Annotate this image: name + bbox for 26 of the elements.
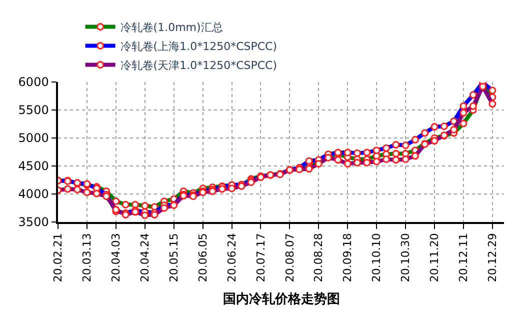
x-tick-label: 20.07.17 [254,233,268,282]
x-tick-label: 20.03.13 [80,233,94,282]
x-tick-label: 20.02.21 [52,233,65,282]
x-tick-label: 20.05.15 [167,233,180,282]
x-tick-label: 20.04.24 [138,233,152,282]
y-tick-label: 6000 [18,75,49,90]
x-tick-label: 20.08.07 [283,233,296,282]
x-tick-label: 20.06.24 [225,233,238,282]
y-tick-label: 3500 [18,215,49,230]
text: 国内冷轧价格走势图 [223,291,340,307]
x-tick-label: 20.09.18 [341,233,354,282]
x-tick-label: 20.10.30 [399,233,412,282]
x-tick-label: 20.06.05 [196,233,210,282]
legend-label: 冷轧卷(1.0mm)汇总 [120,20,223,34]
y-tick-label: 4000 [18,187,49,202]
legend-label: 冷轧卷(天津1.0*1250*CSPCC) [120,58,278,72]
x-tick-label: 20.10.10 [370,233,384,282]
x-tick-label: 20.12.29 [486,233,499,282]
legend-label: 冷轧卷(上海1.0*1250*CSPCC) [120,40,278,53]
y-tick-label: 5500 [18,103,49,118]
x-tick-label: 20.04.03 [109,233,122,282]
y-tick-label: 4500 [18,159,49,174]
y-tick-label: 5000 [18,131,49,146]
x-tick-label: 20.12.11 [457,233,470,282]
x-tick-label: 20.08.28 [312,233,326,282]
x-tick-label: 20.11.20 [428,233,442,282]
